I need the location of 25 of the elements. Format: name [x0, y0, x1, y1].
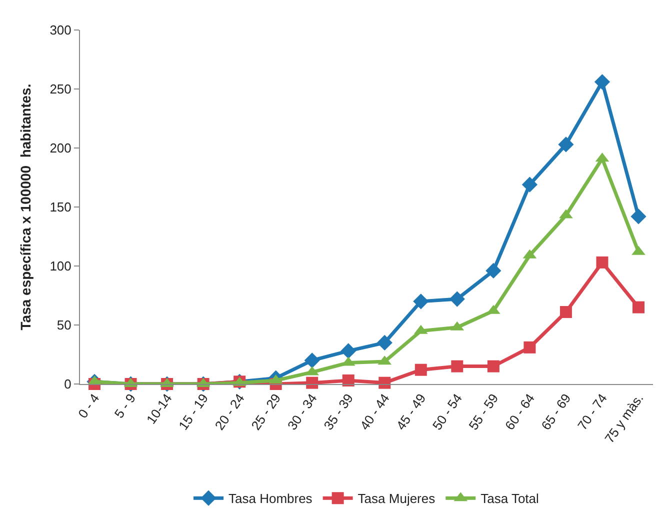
y-tick-label: 0	[64, 376, 72, 392]
legend-label: Tasa Total	[480, 491, 540, 506]
x-tick-label: 70 - 74	[574, 390, 610, 433]
x-tick-label: 65 - 69	[538, 390, 574, 433]
y-tick-label: 200	[50, 140, 72, 156]
x-tick-label: 60 - 64	[502, 390, 538, 433]
x-tick-label: 55 - 59	[466, 390, 502, 433]
x-tick-label: 20 - 24	[212, 390, 248, 433]
x-tick-label: 50 - 54	[429, 390, 465, 433]
x-tick-label: 35 - 39	[320, 390, 356, 433]
y-tick-label: 300	[50, 22, 72, 38]
y-tick-label: 250	[50, 82, 72, 97]
y-tick-label: 50	[56, 318, 72, 333]
x-tick-label: 40 - 44	[356, 390, 392, 433]
x-tick-label: 0 - 4	[75, 390, 102, 421]
y-axis-title: Tasa específica x 100000 habitantes.	[17, 84, 34, 330]
x-tick-label: 25 - 29	[248, 390, 284, 433]
legend-label: Tasa Mujeres	[358, 491, 436, 506]
x-tick-label: 5 - 9	[111, 390, 139, 421]
x-tick-label: 30 - 34	[284, 390, 320, 433]
legend-label: Tasa Hombres	[228, 491, 313, 506]
x-tick-label: 45 - 49	[393, 390, 429, 433]
x-tick-label: 15 - 19	[176, 390, 212, 433]
y-tick-label: 150	[50, 200, 72, 215]
y-tick-label: 100	[50, 258, 72, 274]
